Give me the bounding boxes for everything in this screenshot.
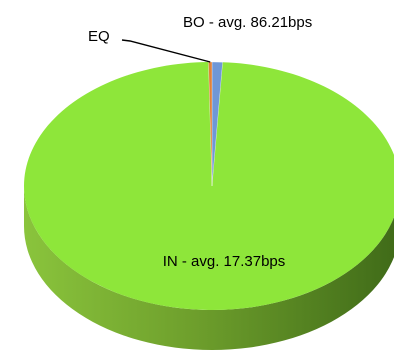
eq-leader-line <box>121 39 211 63</box>
leader-lines <box>121 39 211 63</box>
pie-slice-in <box>24 62 394 310</box>
pie-side-wall <box>24 186 394 350</box>
pie-top-face <box>24 61 394 310</box>
slice-label-bo: BO - avg. 86.21bps <box>183 14 312 31</box>
slice-label-eq: EQ <box>88 28 110 45</box>
slice-labels: IN - avg. 17.37bps BO - avg. 86.21bps EQ <box>88 14 312 270</box>
pie-side-wall-face <box>24 186 394 350</box>
slice-label-in: IN - avg. 17.37bps <box>163 253 286 270</box>
